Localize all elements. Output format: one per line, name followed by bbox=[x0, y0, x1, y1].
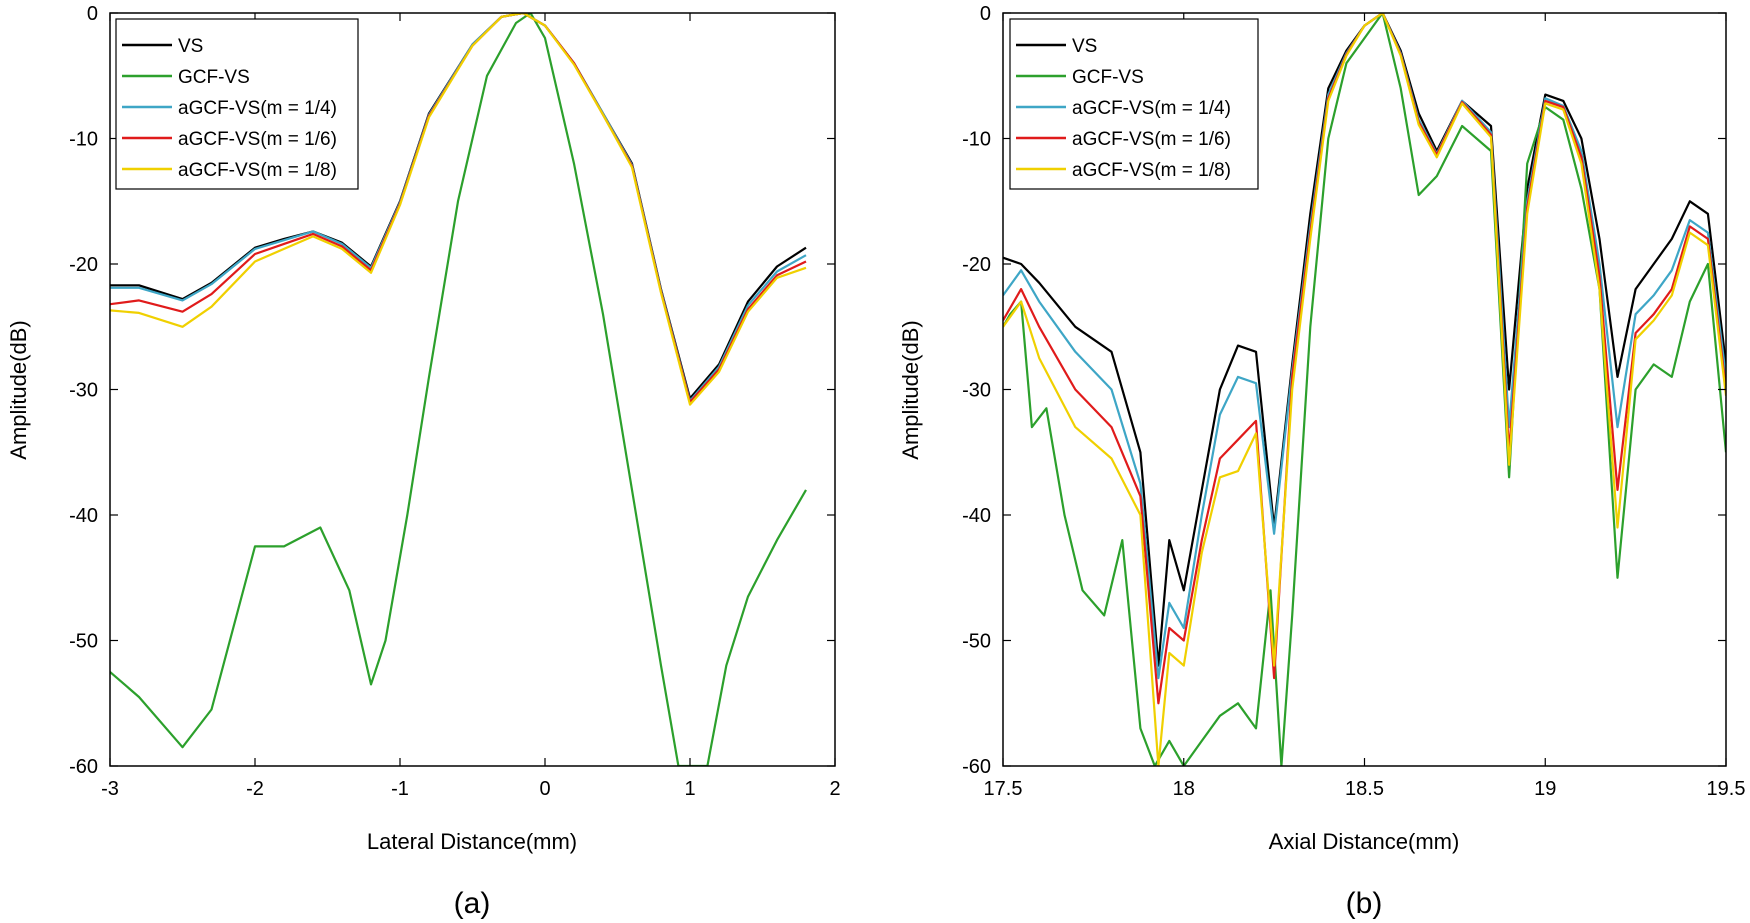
legend-entry: aGCF-VS(m = 1/4) bbox=[178, 98, 337, 119]
x-tick-label: 19.5 bbox=[1707, 778, 1746, 800]
y-tick-label: 0 bbox=[87, 3, 98, 25]
ticks-layer-a: -3 -2 -1 0 1 2-60-50-40-30-20-100 bbox=[69, 3, 840, 800]
y-tick-label: -40 bbox=[69, 505, 98, 527]
legend-box bbox=[115, 18, 359, 190]
legend-a: VS GCF-VS aGCF-VS(m = 1/4) aGCF-VS(m = 1/6)… bbox=[115, 18, 359, 190]
y-tick-label: -10 bbox=[962, 129, 991, 151]
legend-entry: aGCF-VS(m = 1/8) bbox=[178, 160, 337, 181]
chart-panel-b: 17.5 18 18.5 19 19.5 -60 -50 -40 -30 -20 -10 0 VS GC… bbox=[898, 3, 1745, 920]
legend-entry: aGCF-VS(m = 1/6) bbox=[178, 129, 337, 150]
x-tick-label: 19 bbox=[1534, 778, 1556, 800]
legend-b: VS GCF-VS aGCF-VS(m = 1/4) aGCF-VS(m = 1/6)… bbox=[1009, 18, 1259, 190]
x-tick-label: 1 bbox=[684, 778, 695, 800]
legend-entry: VS bbox=[1072, 36, 1097, 57]
y-tick-label: -30 bbox=[69, 380, 98, 402]
x-tick-label: -3 bbox=[101, 778, 119, 800]
y-tick-label: -60 bbox=[69, 756, 98, 778]
series-line-agcf-vs-m-1-8- bbox=[110, 13, 807, 406]
x-tick-label: 18 bbox=[1173, 778, 1195, 800]
series-layer-b bbox=[1003, 13, 1726, 766]
y-tick-label: -50 bbox=[962, 631, 991, 653]
y-axis-label-b: Amplitude(dB) bbox=[898, 320, 923, 459]
x-tick-label: 0 bbox=[539, 778, 550, 800]
legend-entry: aGCF-VS(m = 1/6) bbox=[1072, 129, 1231, 150]
series-line-agcf-vs-m-1-8- bbox=[1003, 13, 1726, 766]
legend-entry: aGCF-VS(m = 1/4) bbox=[1072, 98, 1231, 119]
legend-box bbox=[1009, 18, 1259, 190]
series-line-gcf-vs bbox=[110, 13, 807, 766]
y-axis-label-a: Amplitude(dB) bbox=[6, 320, 31, 459]
x-tick-label: 17.5 bbox=[984, 778, 1023, 800]
y-tick-label: -50 bbox=[69, 631, 98, 653]
panel-label-b: (b) bbox=[1346, 887, 1383, 920]
x-axis-label-a: Lateral Distance(mm) bbox=[367, 829, 577, 854]
legend-entry: aGCF-VS(m = 1/8) bbox=[1072, 160, 1231, 181]
x-tick-label: -2 bbox=[246, 778, 264, 800]
y-tick-label: -60 bbox=[962, 756, 991, 778]
y-tick-label: -20 bbox=[962, 254, 991, 276]
y-tick-label: 0 bbox=[980, 3, 991, 25]
y-tick-label: -30 bbox=[962, 380, 991, 402]
series-layer-a bbox=[110, 13, 807, 766]
y-tick-label: -20 bbox=[69, 254, 98, 276]
legend-entry: GCF-VS bbox=[178, 67, 250, 88]
x-tick-label: 2 bbox=[829, 778, 840, 800]
x-tick-label: 18.5 bbox=[1345, 778, 1384, 800]
x-tick-label: -1 bbox=[391, 778, 409, 800]
legend-entry: VS bbox=[178, 36, 203, 57]
ticks-layer-b: 17.5 18 18.5 19 19.5 -60 -50 -40 -30 -20 -10 0 bbox=[962, 3, 1745, 800]
y-tick-label: -40 bbox=[962, 505, 991, 527]
chart-panel-a: -3 -2 -1 0 1 2-60-50-40-30-20-100 VSGCF-VSaGC… bbox=[6, 3, 841, 920]
legend-entry: GCF-VS bbox=[1072, 67, 1144, 88]
y-tick-label: -10 bbox=[69, 129, 98, 151]
x-axis-label-b: Axial Distance(mm) bbox=[1269, 829, 1460, 854]
panel-label-a: (a) bbox=[454, 887, 491, 920]
